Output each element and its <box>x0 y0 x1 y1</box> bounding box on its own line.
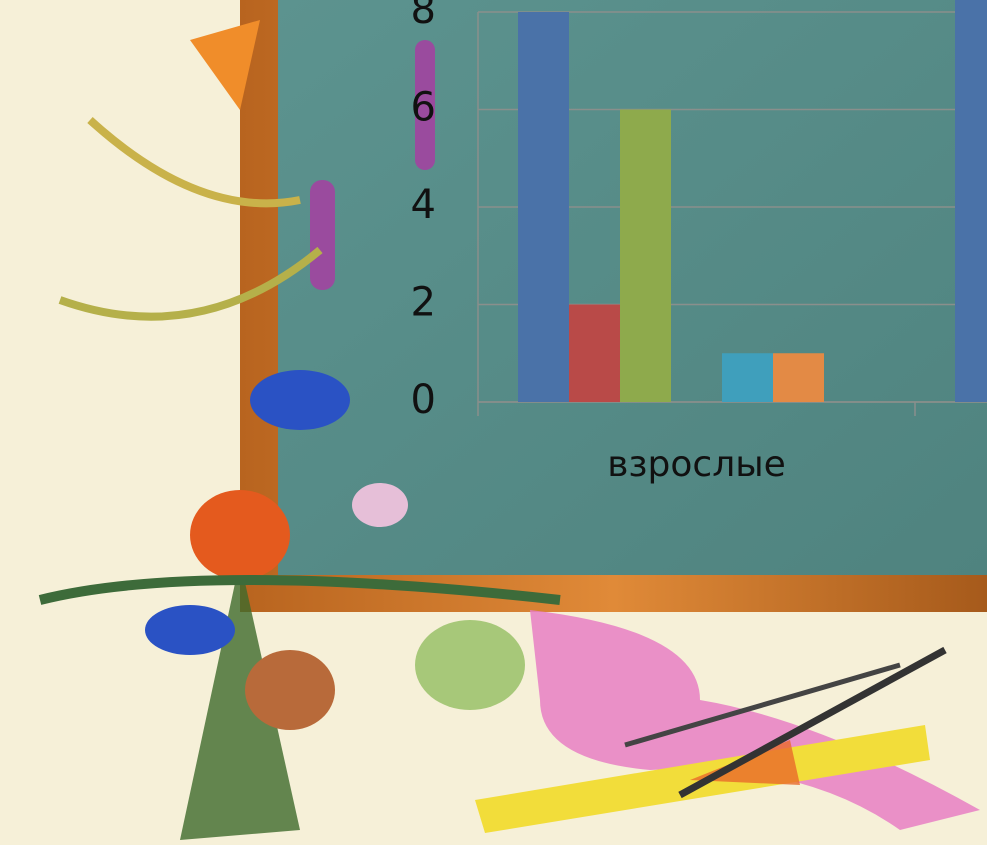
flower-bouquet <box>38 20 561 840</box>
x-tick-label: взрослые <box>607 444 786 485</box>
bar <box>569 304 620 402</box>
bar <box>518 12 569 402</box>
y-tick-label: 2 <box>411 280 436 326</box>
bar <box>773 353 824 402</box>
bar <box>955 0 987 402</box>
y-tick-label: 0 <box>411 377 436 423</box>
bar <box>620 109 671 402</box>
y-tick-label: 6 <box>411 85 436 131</box>
bar <box>722 353 773 402</box>
stationery <box>475 610 980 833</box>
y-tick-label: 4 <box>411 182 436 228</box>
y-tick-label: 8 <box>411 0 436 33</box>
chart: 0 2 4 6 8 взрослые <box>411 0 987 485</box>
